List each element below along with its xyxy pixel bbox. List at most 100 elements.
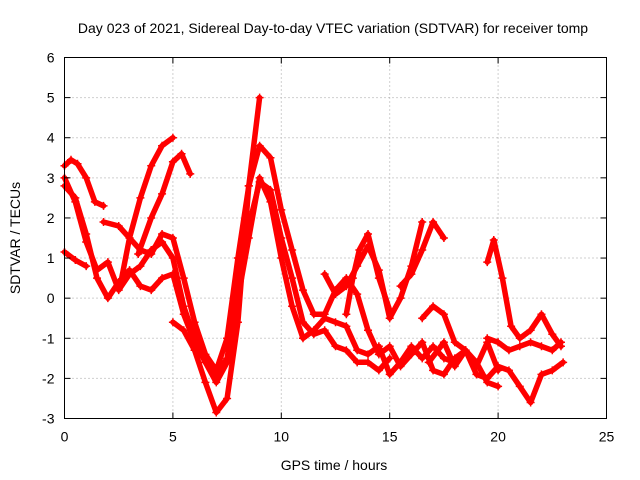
data-point (494, 382, 503, 391)
data-point (309, 310, 318, 319)
series-track-13 (424, 338, 503, 375)
series-line (135, 151, 193, 257)
chart-title: Day 023 of 2021, Sidereal Day-to-day VTE… (78, 20, 588, 36)
data-point (526, 338, 535, 347)
data-point (429, 366, 438, 375)
y-axis-ticks: -3 -2 -1 0 1 2 3 4 5 6 (42, 50, 607, 427)
x-axis-label: GPS time / hours (281, 457, 388, 473)
y-tick-label: -1 (42, 330, 55, 346)
data-point (158, 274, 167, 283)
data-point (548, 346, 557, 355)
data-point (136, 193, 145, 202)
data-point (385, 314, 394, 323)
data-point (168, 157, 177, 166)
data-point (374, 350, 383, 359)
data-point (429, 217, 438, 226)
x-tick-label: 5 (169, 429, 177, 445)
data-point (385, 370, 394, 379)
data-point (190, 318, 199, 327)
x-tick-label: 0 (61, 429, 69, 445)
data-point (353, 358, 362, 367)
data-point (201, 378, 210, 387)
data-point (429, 342, 438, 351)
data-point (396, 294, 405, 303)
data-point (461, 346, 470, 355)
x-tick-label: 20 (490, 429, 506, 445)
plot-frame (64, 57, 607, 419)
data-point (342, 346, 351, 355)
data-point (385, 342, 394, 351)
data-point (424, 358, 433, 367)
data-point (136, 262, 145, 271)
data-point (136, 282, 145, 291)
data-point (364, 350, 373, 359)
data-point (288, 246, 297, 255)
data-point (298, 286, 307, 295)
data-point (158, 229, 167, 238)
data-series (60, 93, 568, 417)
data-point (255, 93, 264, 102)
data-point (298, 334, 307, 343)
data-point (483, 258, 492, 267)
data-point (385, 306, 394, 315)
data-point (418, 246, 427, 255)
data-point (147, 250, 156, 259)
data-point (348, 274, 357, 283)
data-point (212, 366, 221, 375)
data-point (71, 197, 80, 206)
data-point (439, 370, 448, 379)
data-point (418, 338, 427, 347)
data-point (504, 346, 513, 355)
data-point (548, 366, 557, 375)
data-point (429, 302, 438, 311)
data-point (67, 155, 76, 164)
data-point (342, 322, 351, 331)
data-point (418, 354, 427, 363)
data-point (201, 350, 210, 359)
data-point (489, 236, 498, 245)
x-axis-ticks: 0 5 10 15 20 25 (61, 57, 615, 445)
data-point (288, 274, 297, 283)
data-point (168, 234, 177, 242)
data-point (556, 338, 565, 347)
series-track-7 (134, 149, 195, 259)
data-point (320, 270, 329, 279)
data-point (190, 346, 199, 355)
x-tick-label: 15 (382, 429, 398, 445)
series-line (118, 134, 176, 285)
data-point (233, 318, 242, 327)
data-point (407, 350, 416, 359)
data-point (266, 197, 275, 206)
data-point (374, 274, 383, 283)
data-point (223, 334, 232, 343)
data-point (331, 290, 340, 299)
data-point (418, 314, 427, 323)
y-tick-label: 4 (47, 130, 55, 146)
data-point (320, 326, 329, 335)
series-track-6 (116, 133, 177, 287)
x-tick-label: 10 (274, 429, 290, 445)
data-point (537, 370, 546, 379)
data-point (90, 197, 99, 206)
x-tick-label: 25 (599, 429, 615, 445)
y-axis-label: SDTVAR / TECUs (7, 182, 23, 294)
data-point (186, 169, 195, 178)
data-point (255, 141, 264, 150)
data-point (212, 408, 221, 417)
data-point (103, 258, 112, 267)
data-point (288, 302, 297, 311)
data-point (125, 270, 134, 279)
data-point (99, 217, 108, 226)
data-point (179, 302, 188, 311)
series-line (419, 303, 501, 390)
data-point (158, 189, 167, 198)
data-point (450, 362, 459, 371)
data-point (353, 346, 362, 355)
data-point (309, 326, 318, 335)
data-point (355, 246, 364, 255)
data-point (114, 221, 123, 230)
data-point (396, 362, 405, 371)
data-point (418, 217, 427, 226)
data-point (277, 254, 286, 263)
